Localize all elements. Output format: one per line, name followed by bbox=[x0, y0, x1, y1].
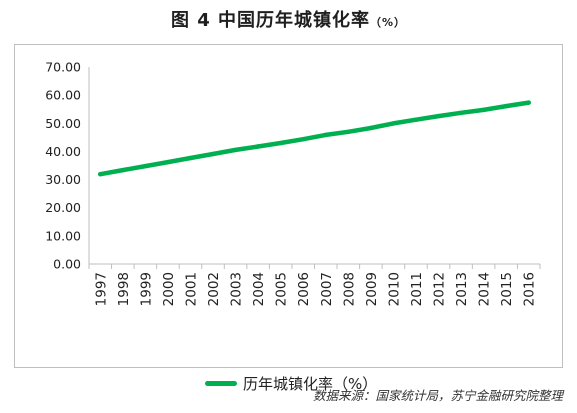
x-tick-label: 2007 bbox=[319, 272, 335, 306]
data-point bbox=[526, 100, 531, 105]
x-tick-label: 2002 bbox=[206, 272, 222, 306]
y-tick-label: 50.00 bbox=[45, 116, 81, 131]
legend-swatch bbox=[205, 380, 237, 386]
y-tick-label: 60.00 bbox=[45, 88, 81, 103]
y-tick-label: 40.00 bbox=[45, 144, 81, 159]
data-point bbox=[413, 117, 419, 122]
x-tick-label: 2000 bbox=[161, 272, 177, 306]
series-line bbox=[98, 100, 531, 177]
chart-title-unit: （%） bbox=[370, 16, 407, 29]
x-tick-label: 2013 bbox=[454, 272, 470, 306]
x-tick-label: 2009 bbox=[364, 272, 380, 306]
line-chart: 0.00 10.00 20.00 30.00 40.00 50.00 60.00 70.00 1… bbox=[45, 60, 541, 306]
x-tick-label: 2012 bbox=[432, 272, 448, 306]
x-tick-label: 2003 bbox=[229, 272, 245, 306]
x-tick-label: 1998 bbox=[116, 272, 132, 306]
y-tick-label: 30.00 bbox=[45, 172, 81, 187]
data-point bbox=[255, 144, 261, 149]
y-tick-label: 20.00 bbox=[45, 200, 81, 215]
source-note: 数据来源：国家统计局，苏宁金融研究院整理 bbox=[312, 388, 563, 403]
data-point bbox=[233, 147, 238, 153]
data-point bbox=[481, 107, 486, 113]
x-tick-label: 2006 bbox=[296, 272, 312, 306]
data-point bbox=[346, 129, 351, 134]
data-point bbox=[391, 121, 396, 126]
x-tick-label: 2010 bbox=[386, 272, 402, 306]
x-tick-label: 2001 bbox=[183, 272, 199, 306]
data-point bbox=[301, 137, 306, 142]
data-point bbox=[188, 155, 193, 161]
data-point bbox=[278, 140, 283, 146]
data-point bbox=[503, 103, 509, 109]
x-tick-label: 2004 bbox=[251, 272, 267, 306]
data-point bbox=[120, 167, 126, 173]
y-tick-label: 10.00 bbox=[45, 228, 81, 243]
legend: 历年城镇化率（%） bbox=[205, 371, 377, 395]
data-point bbox=[323, 132, 328, 138]
y-tick-label: 0.00 bbox=[53, 257, 81, 272]
x-tick-label: 2016 bbox=[522, 272, 538, 306]
data-point bbox=[436, 113, 441, 119]
x-tick-label: 2014 bbox=[477, 272, 493, 306]
y-tick-label: 70.00 bbox=[45, 60, 81, 75]
x-tick-label: 1999 bbox=[138, 272, 154, 306]
x-tick-label: 2008 bbox=[341, 272, 357, 306]
x-tick-label: 2011 bbox=[409, 272, 425, 306]
data-point bbox=[210, 151, 216, 157]
x-tick-label: 2005 bbox=[274, 272, 290, 306]
chart-title-main: 图 4 中国历年城镇化率 bbox=[170, 10, 371, 31]
x-tick-label: 2015 bbox=[499, 272, 515, 306]
data-point bbox=[143, 163, 148, 169]
chart-title: 图 4 中国历年城镇化率（%） bbox=[0, 6, 577, 32]
data-point bbox=[458, 110, 464, 115]
x-tick-label: 1997 bbox=[93, 272, 109, 306]
data-point bbox=[165, 159, 171, 165]
chart-area: 0.00 10.00 20.00 30.00 40.00 50.00 60.00 70.00 1… bbox=[14, 44, 563, 393]
data-point bbox=[368, 125, 374, 131]
data-point bbox=[98, 171, 103, 177]
legend-label: 历年城镇化率（%） bbox=[243, 374, 378, 393]
